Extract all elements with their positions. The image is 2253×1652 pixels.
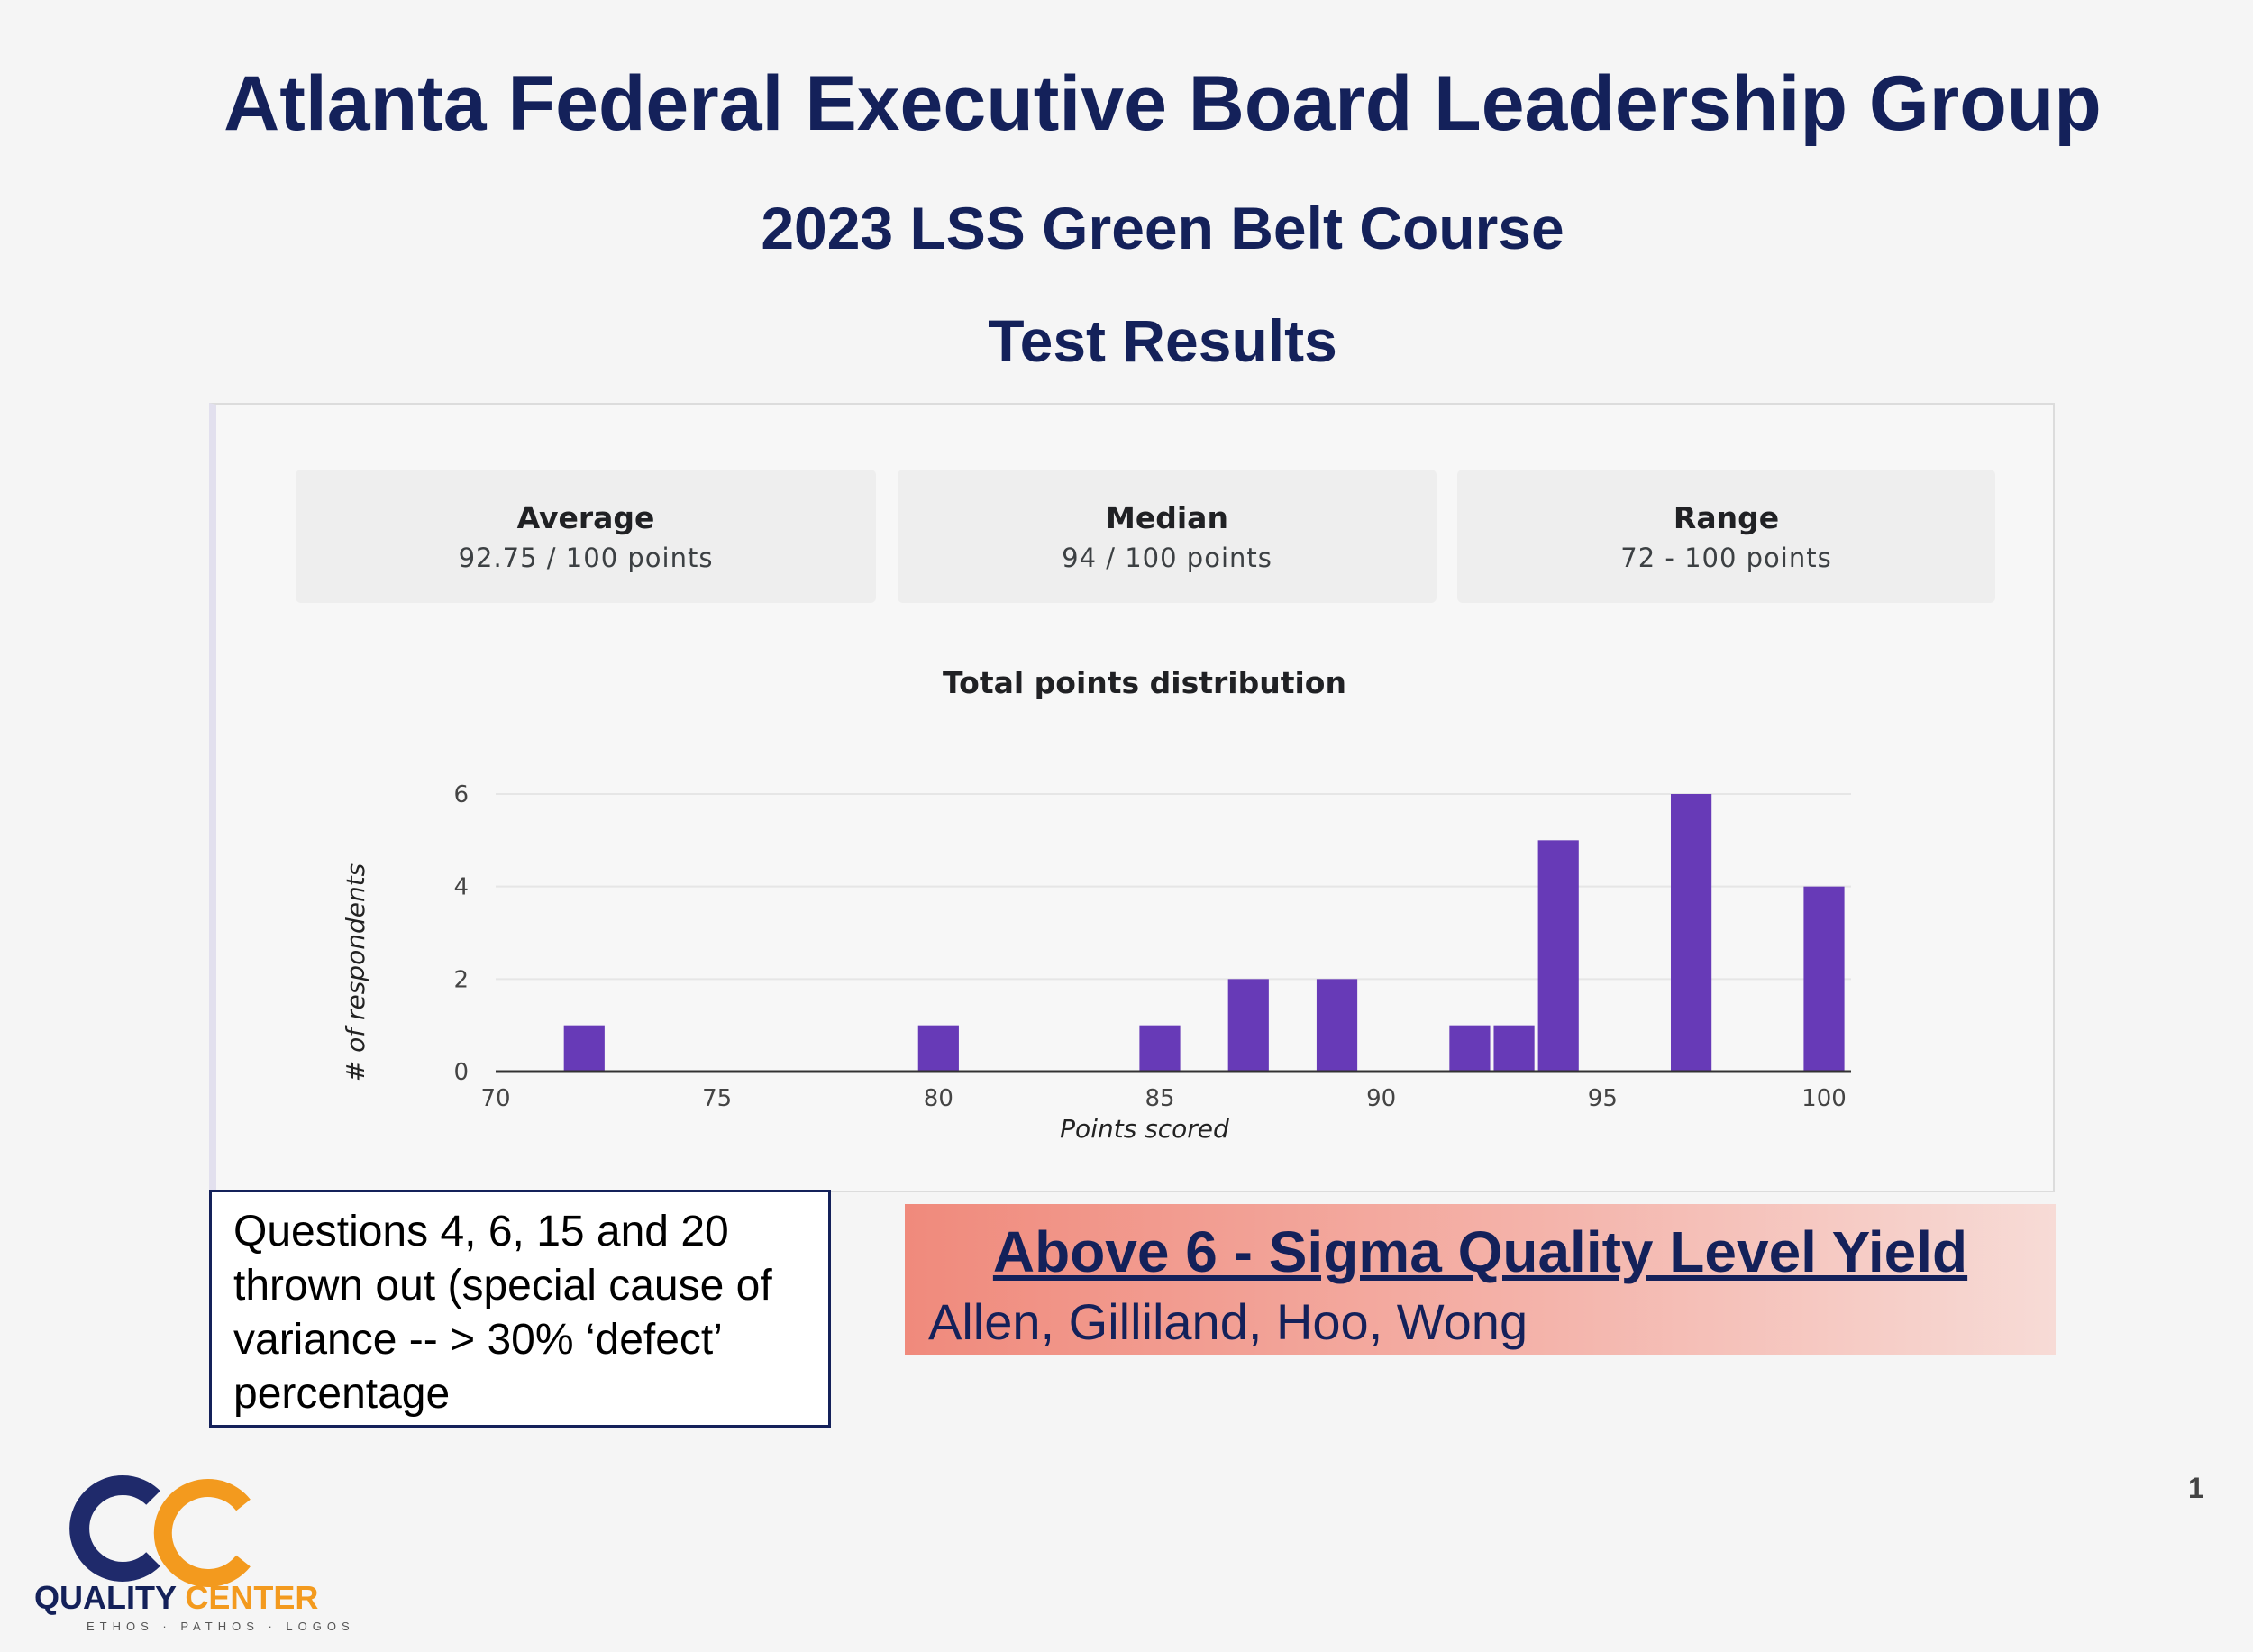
bar-92 [1449, 1025, 1491, 1072]
yield-title: Above 6 - Sigma Quality Level Yield [992, 1219, 1968, 1284]
bar-100 [1803, 886, 1845, 1072]
average-label: Average [516, 500, 655, 535]
bar-94 [1537, 840, 1579, 1072]
points-distribution-chart: Total points distribution 70 75 80 85 90 95 10… [341, 665, 1851, 1144]
median-card: Median 94 / 100 points [898, 470, 1437, 603]
slide-subtitle: 2023 LSS Green Belt Course [761, 195, 1564, 261]
range-card: Range 72 - 100 points [1457, 470, 1995, 603]
y-tick-labels: 0 2 4 6 [453, 781, 469, 1086]
median-label: Median [1106, 500, 1228, 535]
bar-80 [917, 1025, 959, 1072]
x-axis-title: Points scored [1060, 1114, 1229, 1144]
bar-93 [1493, 1025, 1535, 1072]
slide-subtitle-test-results: Test Results [988, 307, 1337, 374]
x-tick-labels: 70 75 80 85 90 95 100 [480, 1085, 1846, 1112]
logo-c-mark [153, 1479, 251, 1587]
logo-word-center: CENTER [185, 1579, 319, 1616]
x-tick-100: 100 [1801, 1085, 1847, 1112]
x-tick-70: 70 [480, 1085, 510, 1112]
average-value: 92.75 / 100 points [458, 543, 714, 573]
slide-title: Atlanta Federal Executive Board Leadersh… [223, 60, 2102, 147]
bar-85 [1139, 1025, 1181, 1072]
x-tick-85: 85 [1145, 1085, 1174, 1112]
bars [563, 794, 1845, 1072]
yield-highlight-box: Above 6 - Sigma Quality Level Yield Alle… [905, 1204, 2056, 1355]
average-card: Average 92.75 / 100 points [296, 470, 876, 603]
quality-center-logo [69, 1475, 251, 1587]
logo-tagline: ETHOS · PATHOS · LOGOS [87, 1620, 355, 1633]
y-tick-0: 0 [453, 1059, 469, 1086]
median-value: 94 / 100 points [1062, 543, 1272, 573]
x-tick-95: 95 [1588, 1085, 1618, 1112]
yield-names: Allen, Gilliland, Hoo, Wong [928, 1293, 1528, 1350]
results-panel: Average 92.75 / 100 points Median 94 / 1… [209, 403, 2055, 1192]
logo-wordmark: QUALITY CENTER [34, 1579, 318, 1617]
y-tick-2: 2 [453, 966, 469, 993]
chart-title: Total points distribution [943, 665, 1346, 700]
grid-lines [496, 793, 1851, 981]
x-tick-80: 80 [924, 1085, 953, 1112]
page-number: 1 [2188, 1472, 2204, 1504]
y-tick-6: 6 [453, 781, 469, 808]
y-tick-4: 4 [453, 874, 469, 901]
bar-87 [1227, 979, 1269, 1072]
bar-97 [1670, 794, 1712, 1072]
x-tick-90: 90 [1366, 1085, 1396, 1112]
note-text: Questions 4, 6, 15 and 20 thrown out (sp… [233, 1208, 772, 1418]
logo-q-mark [69, 1475, 160, 1582]
logo-word-quality: QUALITY [34, 1579, 177, 1616]
note-box: Questions 4, 6, 15 and 20 thrown out (sp… [209, 1190, 831, 1428]
range-value: 72 - 100 points [1620, 543, 1832, 573]
range-label: Range [1673, 500, 1780, 535]
bar-72 [563, 1025, 605, 1072]
bar-89 [1316, 979, 1358, 1072]
x-tick-75: 75 [702, 1085, 732, 1112]
y-axis-title: # of respondents [341, 863, 370, 1082]
